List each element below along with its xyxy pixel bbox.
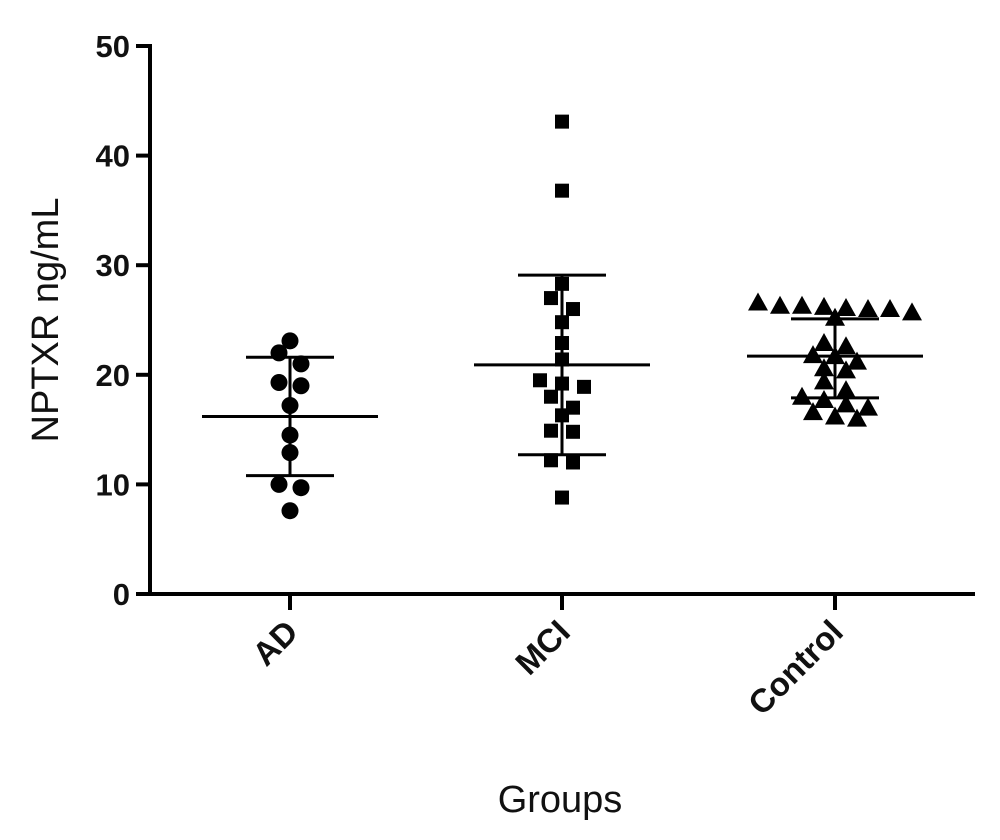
data-point-square (544, 389, 558, 404)
data-point-circle (292, 479, 310, 497)
data-point-triangle (836, 394, 856, 413)
data-point-triangle (858, 299, 878, 318)
data-point-square (533, 373, 547, 388)
data-point-circle (281, 426, 299, 444)
data-point-triangle (814, 358, 834, 377)
data-point-circle (281, 502, 299, 520)
data-point-triangle (825, 406, 845, 425)
data-point-triangle (770, 295, 790, 314)
data-point-triangle (847, 408, 867, 427)
y-tick-label: 50 (96, 29, 130, 64)
data-point-triangle (825, 307, 845, 326)
y-tick-label: 30 (96, 248, 130, 283)
data-point-circle (281, 444, 299, 462)
data-point-square (555, 276, 569, 291)
data-point-circle (270, 373, 288, 391)
data-point-triangle (803, 402, 823, 421)
data-point-triangle (803, 345, 823, 364)
data-point-square (544, 453, 558, 468)
data-point-square (555, 408, 569, 423)
data-point-triangle (814, 333, 834, 352)
data-point-triangle (858, 397, 878, 416)
data-point-triangle (792, 386, 812, 405)
data-point-circle (281, 396, 299, 414)
data-point-square (555, 114, 569, 129)
data-point-circle (292, 377, 310, 395)
data-point-circle (270, 475, 288, 493)
y-tick-label: 10 (96, 467, 130, 502)
data-point-triangle (902, 302, 922, 321)
data-point-triangle (814, 296, 834, 315)
y-tick-label: 40 (96, 139, 130, 174)
y-tick-label: 20 (96, 358, 130, 393)
data-point-square (555, 183, 569, 198)
data-point-triangle (836, 360, 856, 379)
y-ticks: 0 10 20 30 40 50 (96, 29, 150, 612)
data-points (270, 114, 922, 520)
data-point-circle (281, 332, 299, 350)
data-point-triangle (836, 297, 856, 316)
data-point-square (555, 315, 569, 330)
data-point-triangle (847, 351, 867, 370)
data-point-triangle (880, 299, 900, 318)
data-point-triangle (836, 380, 856, 399)
x-tick-label: MCI (508, 613, 577, 682)
data-point-triangle (825, 346, 845, 365)
y-tick-label: 0 (113, 577, 130, 612)
data-point-square (566, 455, 580, 470)
x-axis-title: Groups (498, 779, 623, 821)
y-axis-title: NPTXR ng/mL (25, 198, 67, 443)
data-point-square (555, 336, 569, 351)
data-point-triangle (814, 371, 834, 390)
data-point-triangle (792, 295, 812, 314)
data-point-square (555, 352, 569, 367)
x-tick-label: AD (245, 613, 305, 673)
data-point-square (555, 376, 569, 391)
x-ticks: AD MCI Control (245, 594, 850, 722)
data-point-square (544, 291, 558, 306)
data-point-square (566, 424, 580, 439)
data-point-circle (292, 355, 310, 373)
data-point-square (577, 379, 591, 394)
data-point-square (544, 423, 558, 438)
data-point-triangle (836, 336, 856, 355)
data-point-square (566, 400, 580, 415)
x-tick-label: Control (741, 613, 850, 722)
data-point-triangle (748, 292, 768, 311)
data-point-circle (270, 344, 288, 362)
data-point-square (566, 302, 580, 317)
data-point-square (555, 490, 569, 505)
data-point-triangle (814, 390, 834, 409)
